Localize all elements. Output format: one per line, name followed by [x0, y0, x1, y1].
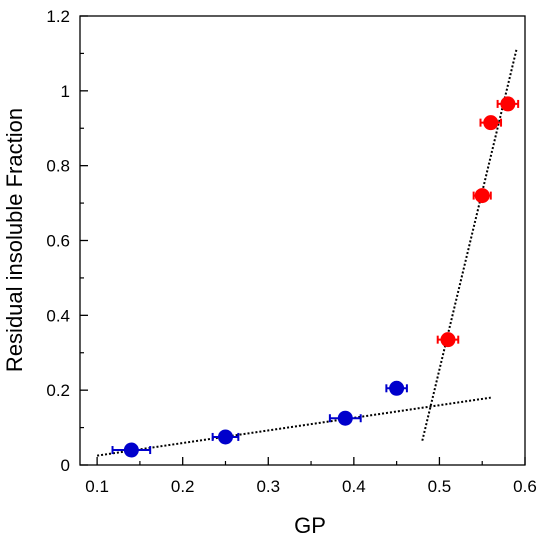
- data-point: [496, 96, 520, 112]
- marker-circle: [483, 115, 499, 131]
- x-axis-title: GP: [294, 513, 326, 538]
- y-tick-label: 0.4: [46, 306, 70, 325]
- fit-lines: [96, 49, 518, 457]
- y-axis-title: Residual insoluble Fraction: [2, 108, 27, 372]
- data-point: [211, 429, 240, 445]
- marker-circle: [440, 332, 456, 348]
- data-point: [328, 410, 362, 426]
- marker-circle: [389, 380, 405, 396]
- fit-line-2: [421, 49, 518, 441]
- data-point: [479, 115, 503, 131]
- data-point: [472, 188, 492, 204]
- data-markers: [111, 96, 520, 458]
- x-tick-label: 0.3: [256, 477, 280, 496]
- marker-circle: [123, 442, 139, 458]
- y-tick-label: 1.2: [46, 7, 70, 26]
- data-point: [111, 442, 152, 458]
- data-point: [436, 332, 460, 348]
- y-tick-label: 0: [61, 456, 70, 475]
- axis-ticks: [80, 15, 526, 466]
- plot-frame: [79, 15, 526, 466]
- x-tick-label: 0.6: [513, 477, 537, 496]
- y-tick-label: 1: [61, 82, 70, 101]
- y-tick-labels: 0 0.2 0.4 0.6 0.8 1 1.2: [46, 7, 70, 475]
- x-tick-label: 0.2: [171, 477, 195, 496]
- data-point: [385, 380, 408, 396]
- marker-circle: [217, 429, 233, 445]
- fit-line-1: [96, 396, 491, 457]
- x-tick-label: 0.4: [342, 477, 366, 496]
- marker-circle: [474, 188, 490, 204]
- y-tick-label: 0.2: [46, 381, 70, 400]
- marker-circle: [337, 410, 353, 426]
- y-tick-label: 0.8: [46, 157, 70, 176]
- x-tick-label: 0.1: [85, 477, 109, 496]
- marker-circle: [500, 96, 516, 112]
- x-tick-labels: 0.1 0.2 0.3 0.4 0.5 0.6: [85, 477, 537, 496]
- y-tick-label: 0.6: [46, 232, 70, 251]
- x-tick-label: 0.5: [428, 477, 452, 496]
